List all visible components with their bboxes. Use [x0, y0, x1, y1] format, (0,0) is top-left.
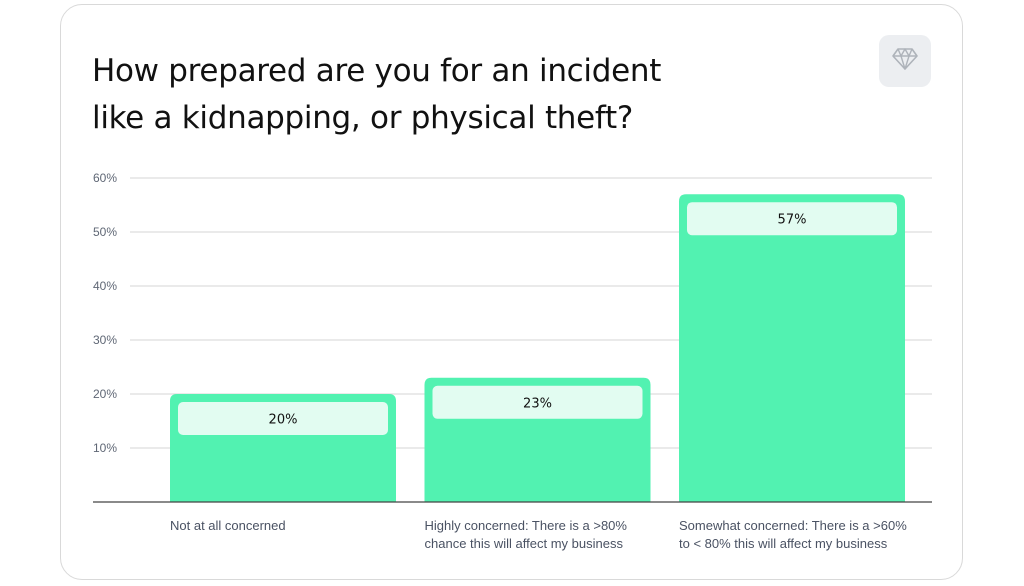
data-label: 23% — [523, 396, 552, 411]
y-tick-label: 30% — [93, 333, 117, 347]
x-category-label: Highly concerned: There is a >80% — [425, 518, 628, 533]
data-label: 57% — [778, 213, 807, 228]
bar — [679, 194, 905, 502]
x-category-label: Somewhat concerned: There is a >60% — [679, 518, 907, 533]
title-line-1: How prepared are you for an incident — [92, 53, 662, 89]
chart-title: How prepared are you for an incident lik… — [92, 48, 792, 142]
y-tick-label: 60% — [93, 171, 117, 185]
data-label-box — [178, 402, 388, 435]
x-category-label: chance this will affect my business — [425, 536, 624, 551]
data-label: 20% — [269, 413, 298, 428]
y-tick-label: 10% — [93, 441, 117, 455]
x-category-label: to < 80% this will affect my business — [679, 536, 888, 551]
y-tick-label: 20% — [93, 387, 117, 401]
logo-badge — [879, 35, 931, 87]
x-category-label: Not at all concerned — [170, 518, 286, 533]
y-tick-label: 40% — [93, 279, 117, 293]
title-line-2: like a kidnapping, or physical theft? — [92, 100, 633, 136]
y-tick-label: 50% — [93, 225, 117, 239]
diamond-icon — [891, 46, 919, 77]
data-label-box — [432, 385, 643, 419]
data-label-box — [687, 202, 897, 236]
